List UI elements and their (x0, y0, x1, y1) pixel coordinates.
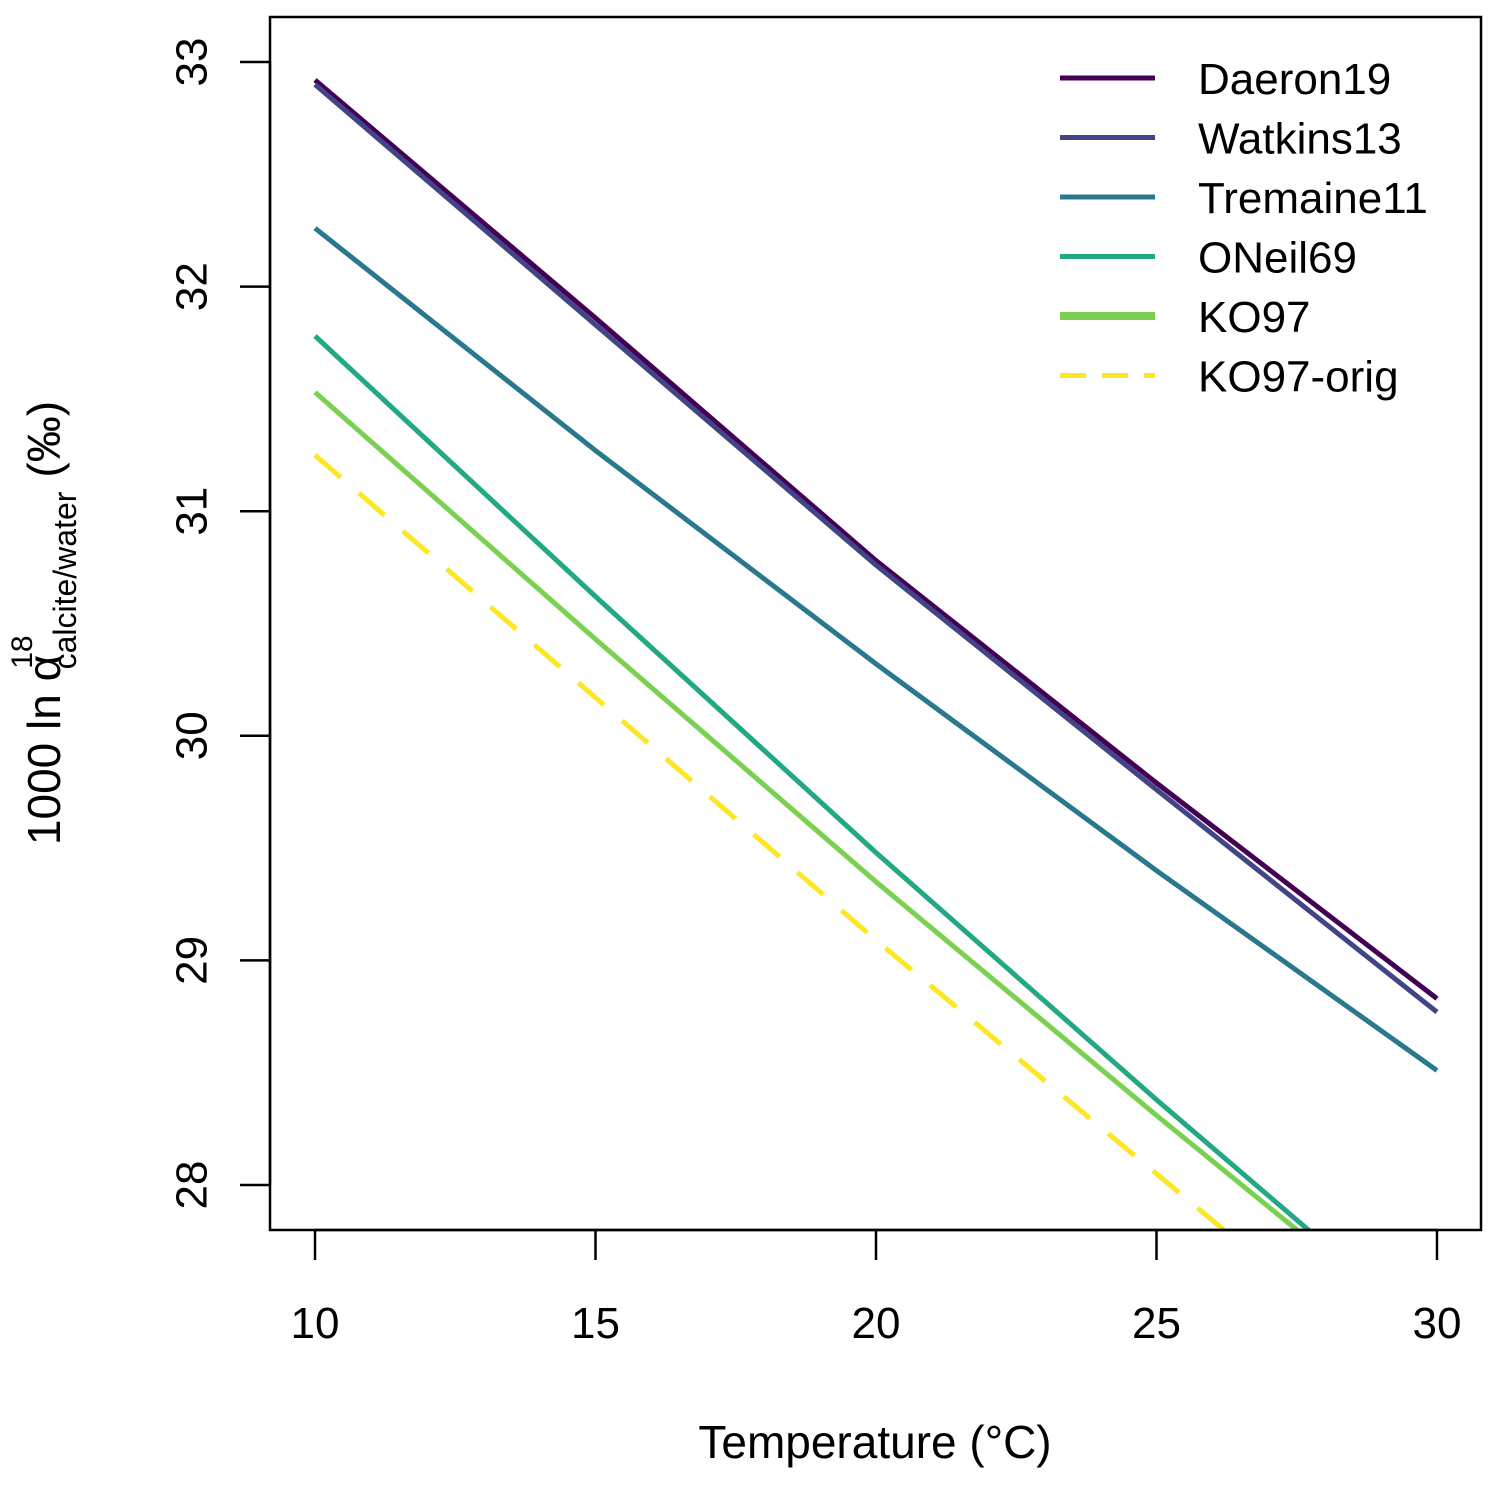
legend-label-ko97-orig: KO97-orig (1198, 353, 1399, 402)
series-line-tremaine11 (313, 226, 1439, 1073)
legend-label-ko97: KO97 (1198, 293, 1311, 342)
y-tick-label: 30 (168, 711, 217, 760)
y-axis-label-superscript: 18 (6, 635, 39, 668)
legend-label-oneil69: ONeil69 (1198, 234, 1357, 283)
y-tick-label: 33 (168, 38, 217, 87)
series-line-ko97-orig (313, 453, 1229, 1230)
series-line-daeron19 (313, 78, 1439, 1001)
x-tick-label: 20 (852, 1299, 901, 1348)
legend-label-daeron19: Daeron19 (1198, 55, 1391, 104)
y-axis-label: 1000 ln α18 calcite/water (‰) (6, 401, 83, 845)
x-tick-label: 30 (1413, 1299, 1462, 1348)
legend-label-watkins13: Watkins13 (1198, 115, 1402, 164)
series-line-watkins13 (313, 82, 1439, 1015)
x-tick-label: 10 (291, 1299, 340, 1348)
series-group (313, 78, 1439, 1230)
y-tick-label: 32 (168, 262, 217, 311)
y-tick-label: 29 (168, 936, 217, 985)
x-axis: 10 15 20 25 30 (291, 1228, 1462, 1348)
series-line-ko97 (313, 390, 1301, 1230)
x-tick-label: 25 (1132, 1299, 1181, 1348)
y-axis-label-subscript: calcite/water (47, 491, 83, 669)
y-axis: 28 29 30 31 32 33 (168, 38, 272, 1210)
y-axis-label-unit: (‰) (18, 401, 70, 478)
x-tick-label: 15 (571, 1299, 620, 1348)
legend-label-tremaine11: Tremaine11 (1198, 174, 1428, 223)
y-axis-label-main: 1000 ln α (18, 655, 70, 845)
legend: Daeron19 Watkins13 Tremaine11 ONeil69 KO97 KO… (1060, 55, 1428, 402)
x-axis-label: Temperature (°C) (698, 1416, 1051, 1468)
y-tick-label: 31 (168, 487, 217, 536)
y-tick-label: 28 (168, 1161, 217, 1210)
series-line-oneil69 (313, 334, 1313, 1230)
